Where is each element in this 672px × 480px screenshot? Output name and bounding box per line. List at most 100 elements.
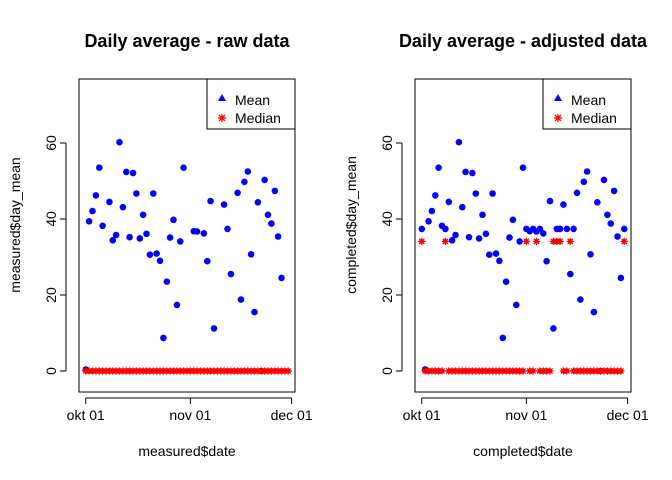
mean-point <box>432 192 439 199</box>
mean-point <box>261 176 268 184</box>
mean-point <box>271 187 279 195</box>
mean-point <box>607 220 615 227</box>
mean-point <box>516 238 523 245</box>
mean-point <box>428 207 436 215</box>
mean-point <box>519 164 527 171</box>
mean-point <box>106 198 113 206</box>
median-point <box>556 237 564 246</box>
y-tick-label: 40 <box>43 211 59 227</box>
x-axis-label: measured$date <box>138 443 236 459</box>
mean-point <box>570 225 577 233</box>
mean-point <box>425 218 432 225</box>
legend-median-label: Median <box>571 110 617 126</box>
median-point <box>438 367 446 375</box>
mean-point <box>573 189 581 197</box>
mean-point <box>442 225 449 233</box>
mean-point <box>278 274 285 282</box>
median-point <box>563 367 571 375</box>
mean-point <box>92 192 100 199</box>
mean-point <box>126 233 133 241</box>
mean-point <box>614 233 621 240</box>
mean-point <box>496 257 503 265</box>
plot-frame <box>414 78 632 393</box>
mean-point <box>146 251 154 258</box>
legend-mean-marker <box>218 94 226 101</box>
mean-point <box>499 334 507 342</box>
mean-point <box>180 164 187 171</box>
mean-point <box>465 233 473 241</box>
mean-point <box>469 169 476 177</box>
mean-point <box>610 187 618 195</box>
mean-point <box>143 230 150 238</box>
mean-point <box>224 225 231 233</box>
mean-point <box>153 250 160 257</box>
mean-point <box>600 176 608 184</box>
mean-point <box>546 197 554 205</box>
y-tick-label: 20 <box>43 287 59 303</box>
legend-mean-label: Mean <box>235 92 270 108</box>
mean-point <box>254 199 262 206</box>
mean-point <box>479 211 486 219</box>
mean-point <box>563 225 571 233</box>
mean-point <box>577 296 584 303</box>
mean-point <box>139 211 147 219</box>
chart-panel-adjusted: Daily average - adjusted data completed$… <box>343 31 649 459</box>
median-point <box>620 237 628 246</box>
mean-point <box>567 270 574 278</box>
median-point <box>546 367 554 375</box>
mean-point <box>448 237 456 244</box>
mean-point <box>116 138 123 146</box>
mean-point <box>160 334 167 342</box>
chart-panel-raw: Daily average - raw data measured$date m… <box>7 31 313 459</box>
mean-point <box>590 308 598 316</box>
legend-median-marker <box>218 114 226 122</box>
mean-point <box>129 169 137 177</box>
mean-point <box>556 225 564 233</box>
median-point <box>441 237 449 246</box>
mean-point <box>220 201 228 208</box>
chart-title: Daily average - raw data <box>84 31 290 51</box>
mean-point <box>96 164 103 171</box>
y-tick-label: 0 <box>43 367 59 375</box>
mean-point <box>85 218 93 225</box>
mean-point <box>452 231 459 239</box>
x-tick-label: dec 01 <box>607 407 649 423</box>
mean-point <box>621 225 628 233</box>
mean-point <box>509 216 517 224</box>
mean-point <box>455 138 463 146</box>
legend: Mean Median <box>206 78 296 130</box>
plot-frame <box>78 78 296 393</box>
mean-point <box>264 211 272 219</box>
y-tick-label: 20 <box>379 287 395 303</box>
mean-point <box>200 230 208 237</box>
mean-point <box>540 230 547 237</box>
legend-mean-marker <box>554 94 562 101</box>
mean-point <box>204 257 211 265</box>
mean-point <box>274 233 282 240</box>
y-axis-label: measured$day_mean <box>7 157 23 292</box>
mean-point <box>536 225 544 233</box>
mean-point <box>617 274 625 282</box>
median-point <box>418 237 426 246</box>
mean-point <box>486 251 493 258</box>
x-tick-label: nov 01 <box>169 407 211 423</box>
mean-point <box>210 325 218 332</box>
mean-point <box>543 257 550 265</box>
mean-point <box>418 225 426 233</box>
mean-point <box>251 308 258 316</box>
mean-point <box>482 230 490 238</box>
axes: 0 20 40 60 okt 01 nov 01 dec 01 <box>379 135 649 423</box>
mean-point <box>193 228 201 235</box>
mean-point <box>492 250 500 257</box>
y-tick-label: 40 <box>379 211 395 227</box>
legend-median-marker <box>554 114 562 122</box>
legend-mean-label: Mean <box>571 92 606 108</box>
mean-point <box>112 231 120 239</box>
mean-point <box>207 197 214 205</box>
mean-point <box>268 220 275 227</box>
mean-point <box>237 296 245 303</box>
mean-point <box>459 203 466 211</box>
y-tick-label: 0 <box>379 367 395 375</box>
mean-point <box>604 211 611 219</box>
